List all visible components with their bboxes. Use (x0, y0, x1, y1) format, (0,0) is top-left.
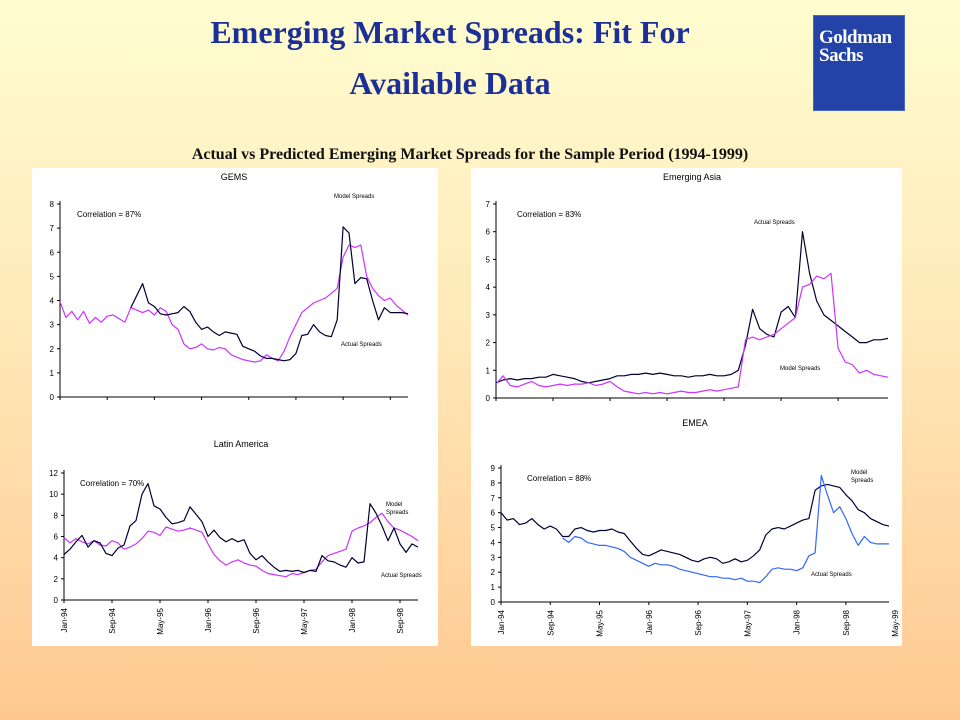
latin-america-y-tick-label: 6 (54, 533, 59, 542)
emea-x-tick-label: May-99 (891, 609, 900, 636)
emea-y-tick-label: 0 (491, 598, 496, 607)
gems-y-tick-label: 0 (50, 393, 55, 402)
latin-america-x-tick-label: Sep-94 (108, 607, 117, 633)
latin-america-y-tick-label: 10 (49, 490, 58, 499)
latin-america-x-tick-label: Sep-96 (252, 607, 261, 633)
latin-america-x-tick-label: Sep-98 (396, 607, 405, 633)
gems-chart: GEMS 0 1 2 3 4 5 6 7 8 Correlation = 87% Model Spre… (50, 172, 409, 402)
latin-america-model-spreads-label-line: Model (386, 502, 402, 508)
emea-y-tick-label: 4 (491, 538, 496, 547)
logo-text-line-2: Sachs (819, 45, 863, 66)
gems-actual-spreads-line (130, 226, 409, 362)
latin-america-y-tick-label: 0 (54, 596, 59, 605)
gems-y-tick-label: 1 (50, 369, 55, 378)
emerging-asia-y-tick-label: 6 (486, 228, 491, 237)
latin-america-x-tick-label: Jan-98 (348, 607, 357, 632)
gems-correlation-label: Correlation = 87% (77, 210, 141, 219)
emea-actual-spreads-label: Actual Spreads (811, 572, 852, 578)
emea-model-spreads-line (500, 483, 890, 564)
emea-actual-spreads-label-line: Actual Spreads (811, 572, 852, 578)
page-title-line-1: Emerging Market Spreads: Fit For (210, 14, 690, 50)
latin-america-model-spreads-line (63, 512, 419, 578)
latin-america-correlation-label: Correlation = 70% (80, 479, 144, 488)
latin-america-model-spreads-label-line: Spreads (386, 510, 408, 516)
gems-model-spreads-label: Model Spreads (334, 194, 374, 200)
latin-america-actual-spreads-label-line: Actual Spreads (381, 573, 422, 579)
emea-x-tick-label: Sep-98 (842, 609, 851, 635)
emea-chart: EMEA 0 1 2 3 4 5 6 7 8 9 Jan-94 Sep-94 May-95 Jan-96 Se… (491, 418, 901, 637)
logo-text-line-1: Goldman (819, 27, 892, 48)
emea-x-tick-label: May-95 (596, 609, 605, 636)
gems-y-tick-label: 7 (50, 224, 55, 233)
gems-model-spreads-label-line: Model Spreads (334, 194, 374, 200)
latin-america-x-tick-label: May-95 (156, 607, 165, 634)
gems-actual-spreads-label: Actual Spreads (341, 342, 382, 348)
latin-america-chart-title: Latin America (214, 439, 269, 449)
page-title-line-2: Available Data (349, 65, 551, 101)
emea-x-tick-label: Jan-96 (645, 609, 654, 634)
latin-america-x-tick-label: Jan-96 (204, 607, 213, 632)
gems-y-tick-label: 6 (50, 248, 55, 257)
latin-america-chart: Latin America 0 2 4 6 8 10 12 Jan-94 Sep-94 May-95… (49, 439, 453, 635)
emerging-asia-y-tick-label: 3 (486, 311, 491, 320)
emerging-asia-actual-spreads-label-line: Actual Spreads (754, 220, 795, 226)
emerging-asia-model-spreads-line (495, 272, 889, 395)
latin-america-y-tick-label: 12 (49, 469, 58, 478)
emea-x-tick-label: Sep-94 (546, 609, 555, 635)
emerging-asia-y-tick-label: 1 (486, 366, 491, 375)
latin-america-x-tick-label: Jan-94 (60, 607, 69, 632)
latin-america-x-tick-label: May-97 (300, 607, 309, 634)
emea-y-tick-label: 7 (491, 494, 496, 503)
emerging-asia-y-tick-label: 0 (486, 394, 491, 403)
latin-america-actual-spreads-label: Actual Spreads (381, 573, 422, 579)
emea-x-tick-label: May-97 (743, 609, 752, 636)
latin-america-y-tick-label: 2 (54, 575, 59, 584)
emerging-asia-chart: Emerging Asia 0 1 2 3 4 5 6 7 Correlation = 83% Ac… (486, 172, 889, 403)
right-chart-panel: Emerging Asia 0 1 2 3 4 5 6 7 Correlation = 83% Ac… (471, 168, 902, 646)
emea-chart-title: EMEA (682, 418, 708, 428)
latin-america-model-spreads-label: Model Spreads (386, 502, 408, 516)
emerging-asia-model-spreads-label: Model Spreads (780, 366, 820, 372)
right-charts-svg: Emerging Asia 0 1 2 3 4 5 6 7 Correlation = 83% Ac… (486, 172, 901, 637)
chart-subtitle: Actual vs Predicted Emerging Market Spre… (191, 146, 749, 163)
emea-y-tick-label: 1 (491, 583, 496, 592)
gems-y-tick-label: 4 (50, 297, 55, 306)
emea-x-tick-label: Jan-94 (497, 609, 506, 634)
emea-y-tick-label: 8 (491, 479, 496, 488)
emerging-asia-actual-spreads-label: Actual Spreads (754, 220, 795, 226)
emea-model-spreads-label-line: Model (851, 470, 867, 476)
emea-y-tick-label: 2 (491, 568, 496, 577)
gems-actual-spreads-label-line: Actual Spreads (341, 342, 382, 348)
emea-y-tick-label: 5 (491, 524, 496, 533)
left-chart-panel: GEMS 0 1 2 3 4 5 6 7 8 Correlation = 87% Model Spre… (32, 168, 453, 646)
emea-correlation-label: Correlation = 88% (527, 474, 591, 483)
emerging-asia-correlation-label: Correlation = 83% (517, 210, 581, 219)
emea-y-tick-label: 6 (491, 509, 496, 518)
gems-chart-title: GEMS (221, 172, 248, 182)
emerging-asia-chart-title: Emerging Asia (663, 172, 721, 182)
latin-america-actual-spreads-line (63, 483, 419, 574)
emerging-asia-y-tick-label: 7 (486, 200, 491, 209)
emerging-asia-y-tick-label: 2 (486, 339, 491, 348)
gems-y-tick-label: 3 (50, 321, 55, 330)
emea-model-spreads-label-line: Spreads (851, 478, 873, 484)
emerging-asia-y-tick-label: 4 (486, 283, 491, 292)
emea-y-tick-label: 9 (491, 464, 496, 473)
emerging-asia-y-tick-label: 5 (486, 255, 491, 264)
gems-y-tick-label: 5 (50, 272, 55, 281)
gems-y-tick-label: 2 (50, 345, 55, 354)
emerging-asia-actual-spreads-line (495, 231, 889, 384)
latin-america-y-tick-label: 4 (54, 554, 59, 563)
gems-y-tick-label: 8 (50, 200, 55, 209)
emea-x-tick-label: Sep-96 (694, 609, 703, 635)
emerging-asia-model-spreads-label-line: Model Spreads (780, 366, 820, 372)
emea-model-spreads-label: Model Spreads (851, 470, 873, 484)
emea-x-tick-label: Jan-98 (793, 609, 802, 634)
emea-actual-spreads-line (562, 474, 889, 584)
goldman-sachs-logo: Goldman Sachs (813, 15, 905, 111)
emea-y-tick-label: 3 (491, 553, 496, 562)
latin-america-y-tick-label: 8 (54, 511, 59, 520)
